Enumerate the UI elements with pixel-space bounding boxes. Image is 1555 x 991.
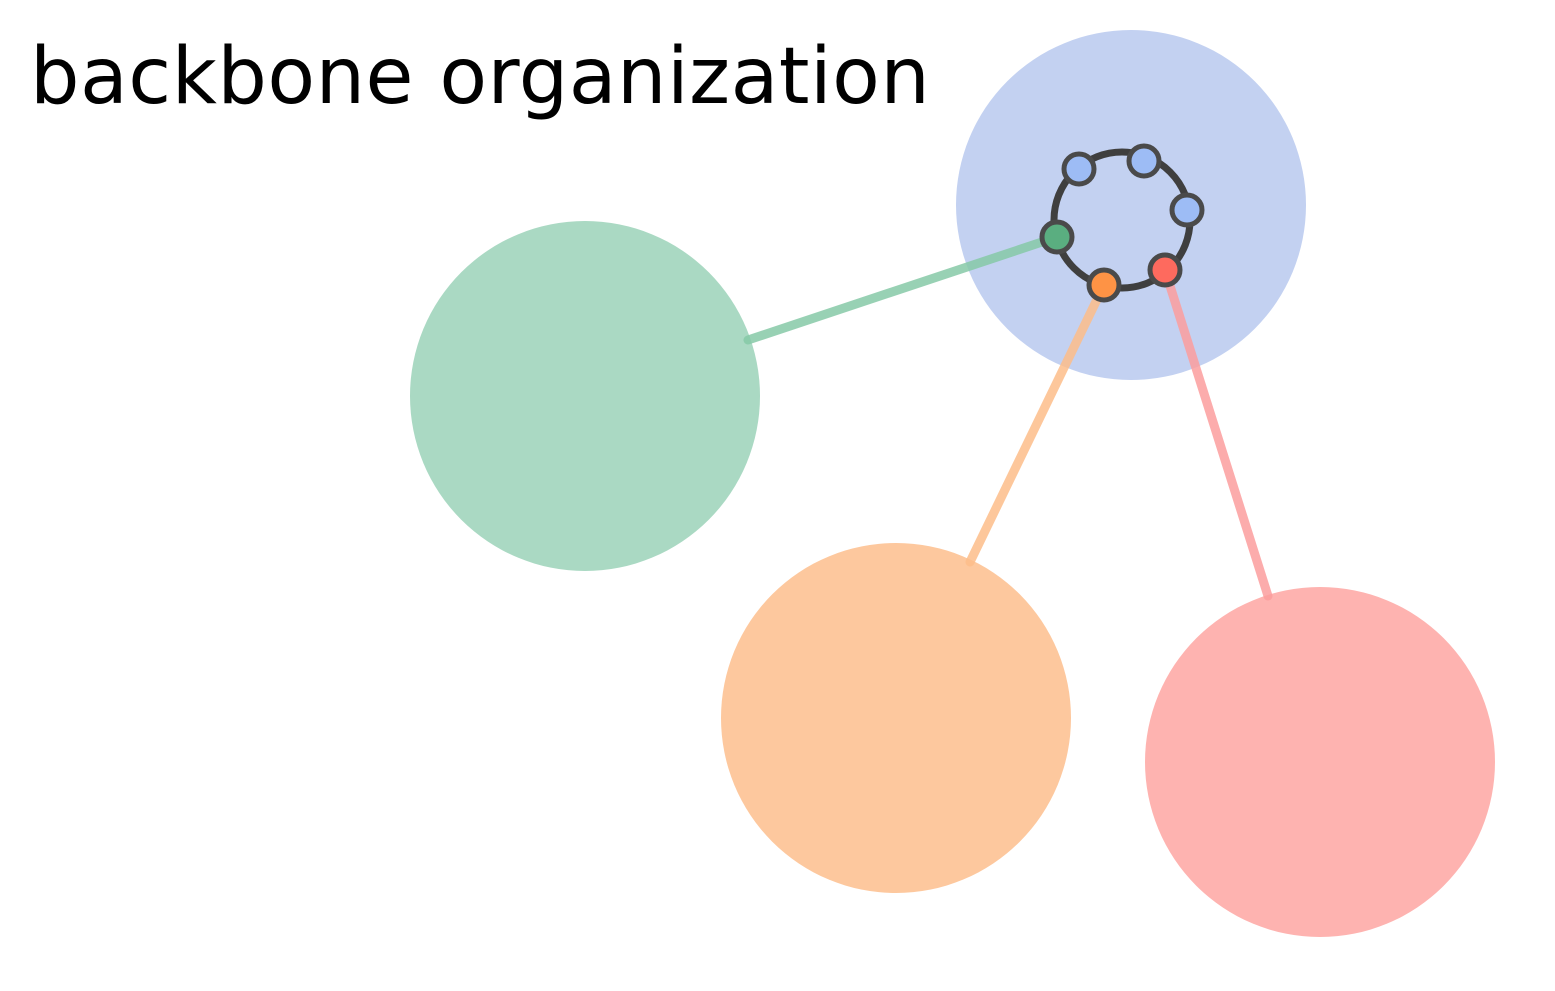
cluster-orange: [721, 543, 1071, 893]
ring-node-blue-1: [1061, 151, 1097, 187]
cluster-red: [1145, 587, 1495, 937]
ring-layer: [1039, 143, 1205, 303]
link-red: [1160, 265, 1273, 601]
ring-node-red: [1147, 252, 1183, 288]
cluster-green: [410, 221, 760, 571]
link-orange: [965, 280, 1109, 567]
cluster-backbone: [956, 30, 1306, 380]
link-green: [743, 232, 1062, 345]
diagram-title: backbone organization: [30, 32, 931, 122]
ring-node-orange: [1086, 267, 1122, 303]
ring-node-green: [1039, 219, 1075, 255]
ring-node-blue-3: [1169, 192, 1205, 228]
links-layer: [743, 232, 1273, 601]
clusters-layer: [410, 30, 1495, 937]
ring-node-blue-2: [1126, 143, 1162, 179]
